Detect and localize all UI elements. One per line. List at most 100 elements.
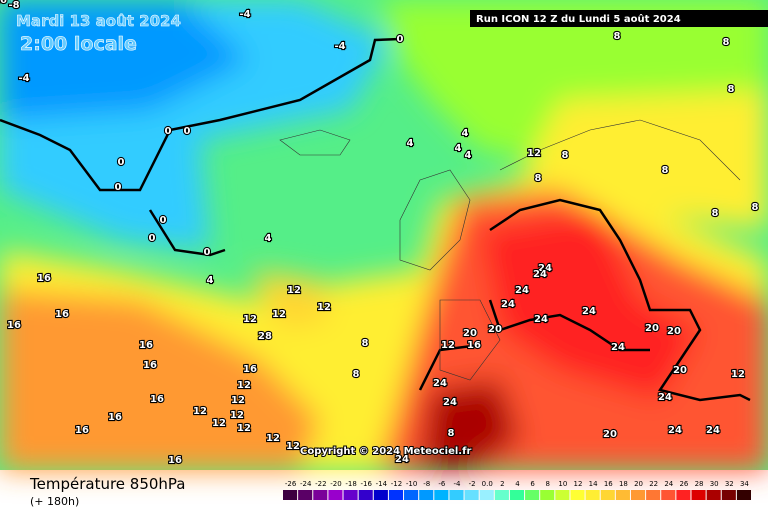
colorbar-swatch — [494, 490, 509, 500]
contour-label: 8 — [712, 208, 719, 219]
contour-label: 16 — [55, 309, 69, 320]
contour-label: 20 — [667, 326, 681, 337]
colorbar-swatch — [343, 490, 358, 500]
contour-label: 0 — [397, 34, 404, 45]
colorbar-swatch — [736, 490, 751, 500]
colorbar-label: 12 — [574, 480, 583, 488]
contour-label: 12 — [231, 395, 245, 406]
contour-label: 24 — [668, 425, 682, 436]
copyright: Copyright © 2024 Meteociel.fr — [300, 446, 471, 457]
contour-label: 4 — [207, 275, 214, 286]
colorbar-label: -26 — [285, 480, 297, 488]
contour-label: 12 — [237, 380, 251, 391]
contour-label: 12 — [731, 369, 745, 380]
colorbar-swatch — [661, 490, 676, 500]
colorbar-label: 14 — [589, 480, 598, 488]
contour-label: 4 — [462, 128, 469, 139]
colorbar-swatch — [585, 490, 600, 500]
contour-label: 16 — [37, 273, 51, 284]
colorbar-label: -14 — [376, 480, 388, 488]
colorbar-label: 6 — [530, 480, 535, 488]
contour-label: 4 — [465, 150, 472, 161]
contour-label: 12 — [193, 406, 207, 417]
colorbar-label: 32 — [725, 480, 734, 488]
contour-label: 16 — [139, 340, 153, 351]
field-title: Température 850hPa — [29, 475, 186, 493]
contour-label: 16 — [150, 394, 164, 405]
contour-label: 8 — [362, 338, 369, 349]
contour-label: 8 — [535, 173, 542, 184]
contour-label: 8 — [562, 150, 569, 161]
contour-label: 8 — [723, 37, 730, 48]
colorbar-label: -12 — [391, 480, 402, 488]
contour-label: 0 — [160, 215, 167, 226]
contour-label: 0 — [184, 126, 191, 137]
contour-label: 12 — [237, 423, 251, 434]
contour-label: -8 — [8, 0, 19, 11]
contour-label: 12 — [243, 314, 257, 325]
contour-label: 24 — [515, 285, 529, 296]
contour-label: 8 — [614, 31, 621, 42]
contour-label: 8 — [448, 428, 455, 439]
colorbar-swatch — [646, 490, 661, 500]
contour-label: 24 — [534, 314, 548, 325]
colorbar-swatch — [298, 490, 313, 500]
contour-label: 16 — [75, 425, 89, 436]
colorbar-swatch — [509, 490, 525, 500]
colorbar-swatch — [479, 490, 494, 500]
lead-time: (+ 180h) — [30, 495, 79, 508]
colorbar: -26 -24 -22 -20 -18 -16 -14 -12 -10 -8 -6 -4 -2 0.0 2 4… — [283, 480, 751, 500]
contour-label: 4 — [407, 138, 414, 149]
date: Mardi 13 août 2024 — [16, 12, 181, 30]
colorbar-swatch — [404, 490, 419, 500]
contour-label: 16 — [168, 455, 182, 466]
contour-label: 12 — [287, 285, 301, 296]
colorbar-label: -20 — [330, 480, 341, 488]
contour-label: 16 — [7, 320, 21, 331]
contour-label: 0 — [204, 247, 211, 258]
contour-label: 0 — [118, 157, 125, 168]
contour-label: 0 — [115, 182, 122, 193]
colorbar-label: -24 — [300, 480, 312, 488]
colorbar-label: -6 — [438, 480, 446, 488]
colorbar-label: 26 — [679, 480, 688, 488]
colorbar-swatch — [313, 490, 328, 500]
colorbar-swatch — [449, 490, 464, 500]
contour-label: -4 — [239, 9, 250, 20]
colorbar-label: 24 — [664, 480, 673, 488]
contour-label: 20 — [463, 328, 477, 339]
contour-label: 12 — [441, 340, 455, 351]
contour-label: 24 — [658, 392, 672, 403]
colorbar-swatch — [388, 490, 404, 500]
colorbar-label: -4 — [453, 480, 461, 488]
colorbar-swatch — [525, 490, 540, 500]
contour-label: 24 — [533, 269, 547, 280]
contour-label: 16 — [467, 340, 481, 351]
run-info: Run ICON 12 Z du Lundi 5 août 2024 — [476, 13, 681, 25]
contour-label: 12 — [212, 418, 226, 429]
contour-label: 24 — [582, 306, 596, 317]
contour-label: 16 — [143, 360, 157, 371]
colorbar-swatch — [419, 490, 434, 500]
contour-label: 24 — [611, 342, 625, 353]
colorbar-label: 34 — [740, 480, 749, 488]
contour-label: 0 — [149, 233, 156, 244]
colorbar-label: -8 — [423, 480, 430, 488]
colorbar-swatch — [373, 490, 388, 500]
colorbar-label: 20 — [634, 480, 643, 488]
contour-label: -4 — [334, 41, 345, 52]
colorbar-swatch — [464, 490, 479, 500]
colorbar-label: 30 — [710, 480, 719, 488]
contour-zero — [0, 37, 751, 402]
colorbar-label: -10 — [406, 480, 417, 488]
colorbar-label: 28 — [695, 480, 704, 488]
contour-label: 12 — [286, 441, 300, 452]
colorbar-label: -18 — [345, 480, 356, 488]
contour-label: 12 — [266, 433, 280, 444]
colorbar-label: 22 — [649, 480, 658, 488]
contour-label: 8 — [662, 165, 669, 176]
colorbar-swatch — [555, 490, 570, 500]
contour-label: 8 — [728, 84, 735, 95]
colorbar-label: 0.0 — [482, 480, 493, 488]
